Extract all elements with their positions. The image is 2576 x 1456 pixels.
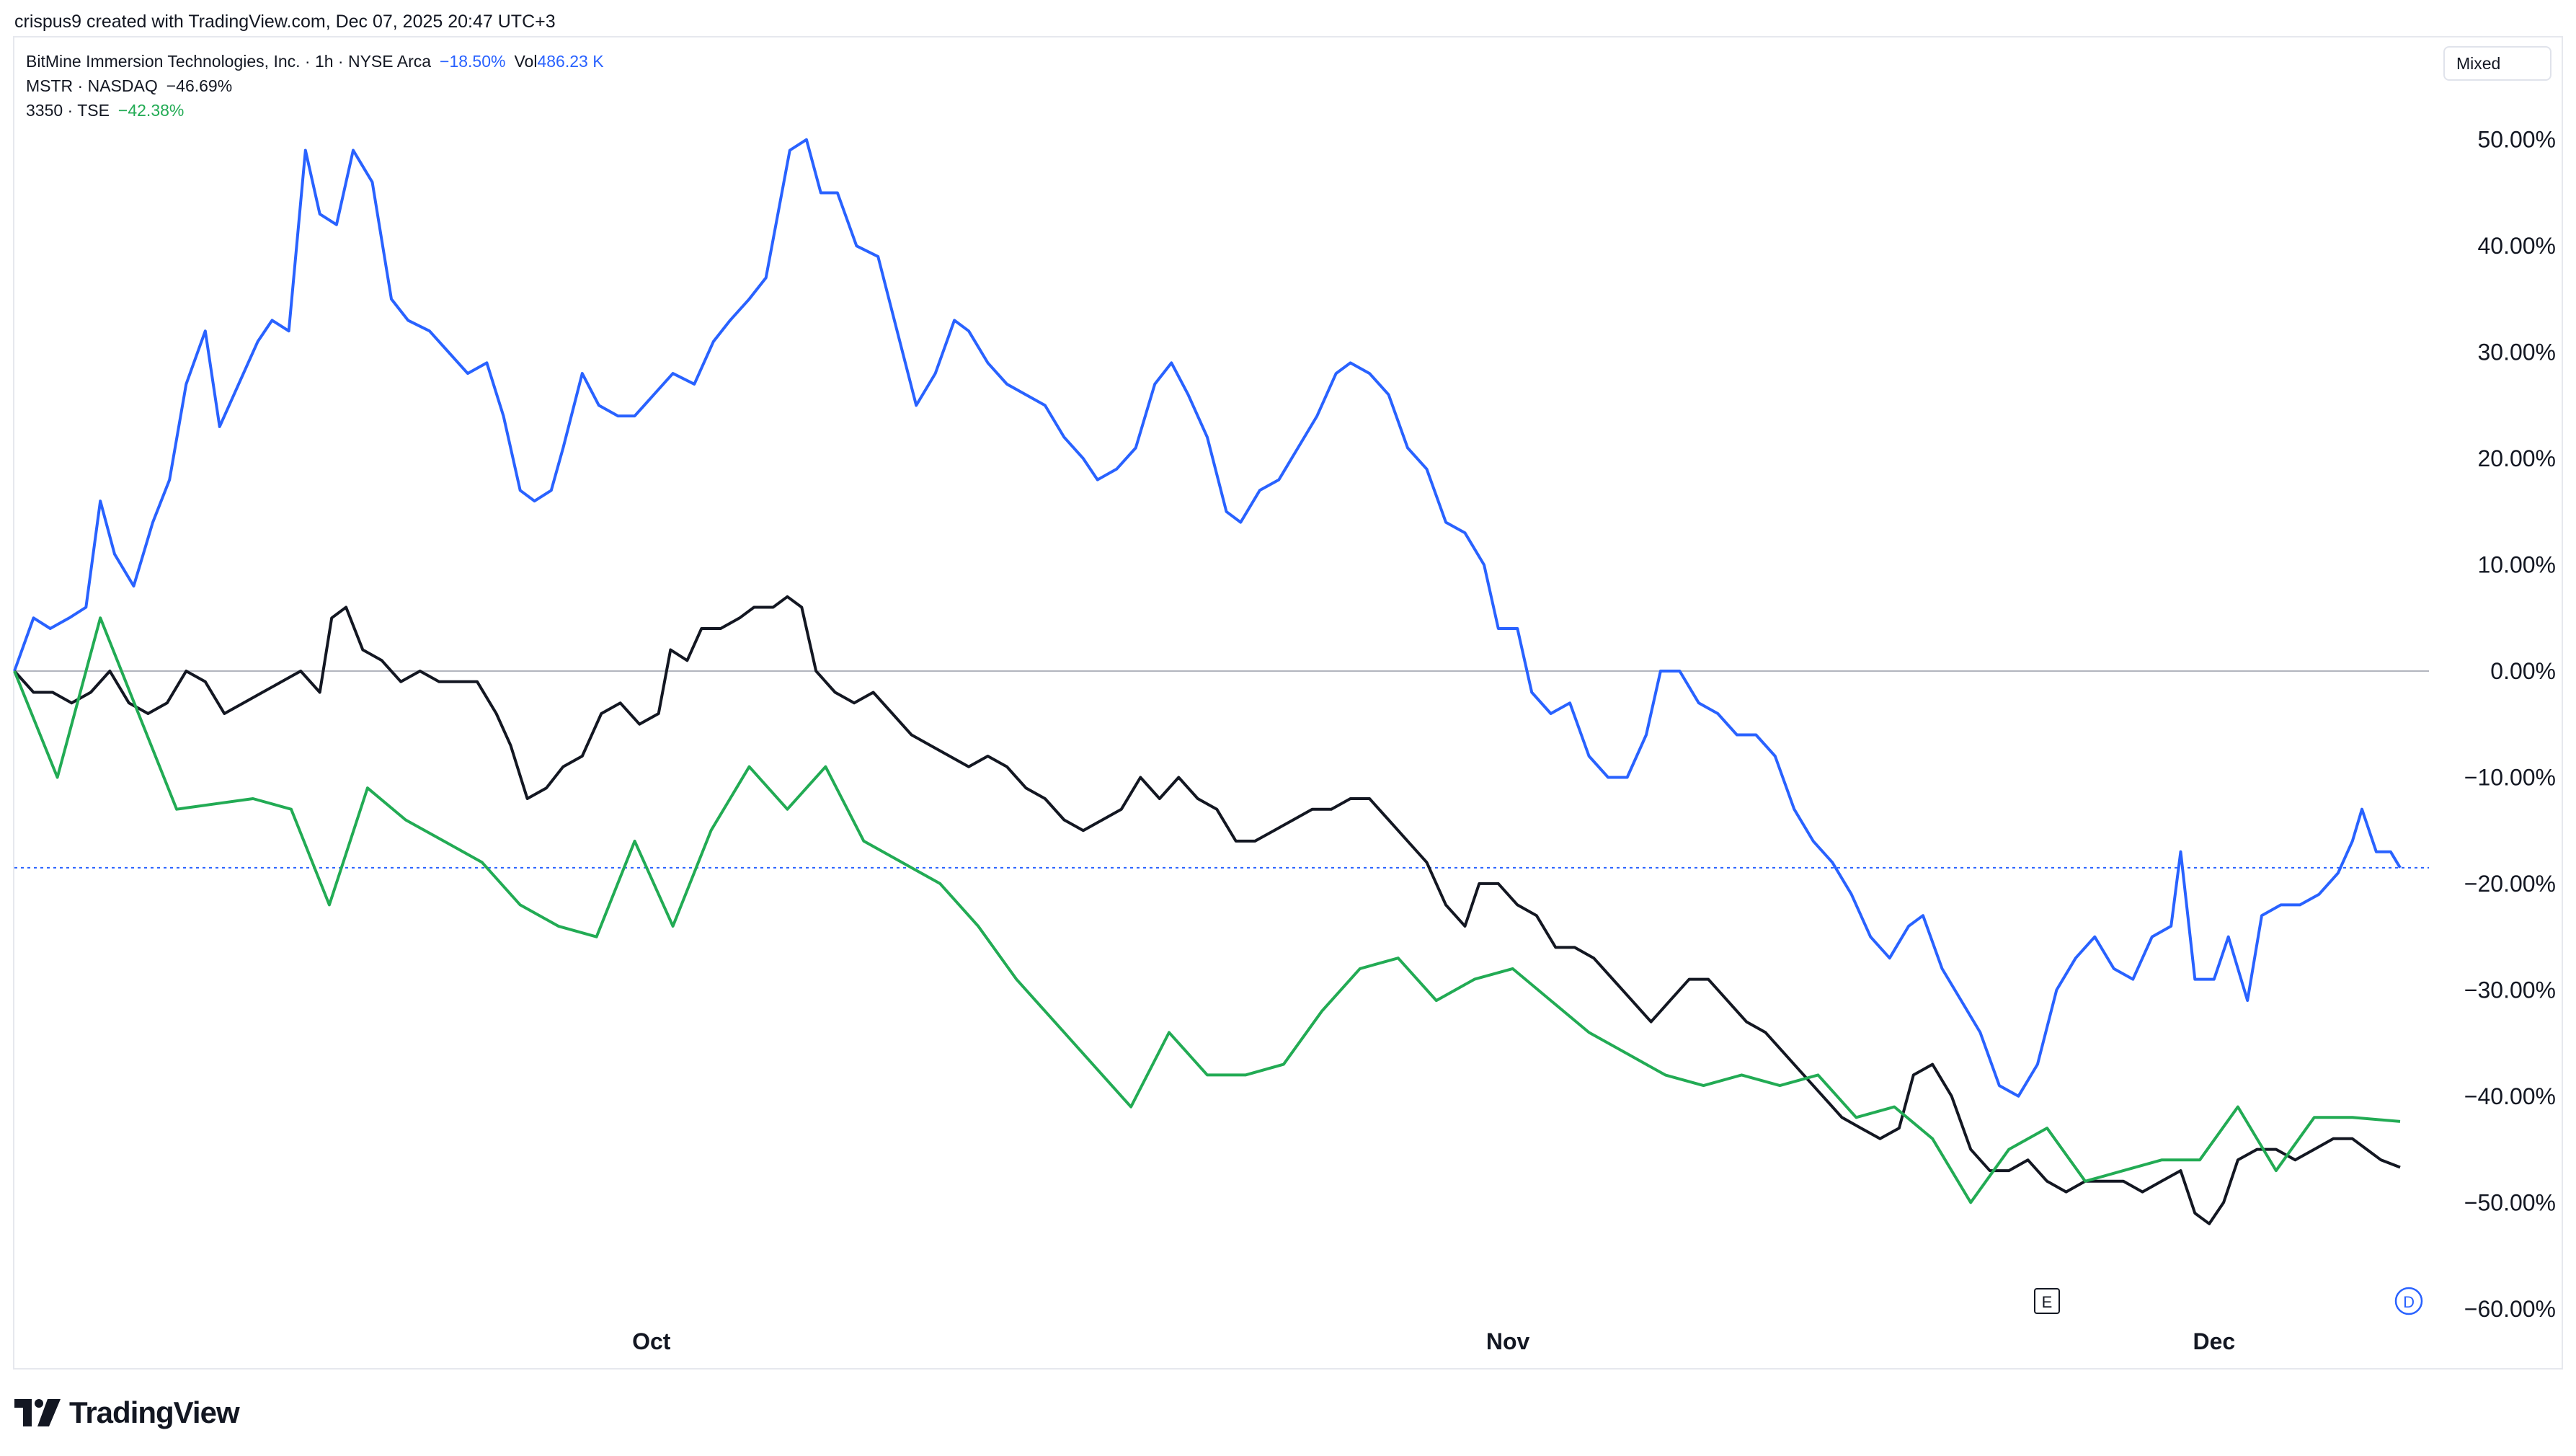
legend-change: −18.50% [440, 52, 506, 71]
y-tick-label: 40.00% [2477, 233, 2556, 259]
legend-change: −42.38% [117, 101, 185, 120]
x-tick-label: Nov [1486, 1328, 1530, 1354]
legend-change: −46.69% [166, 76, 233, 95]
volume-value: 486.23 K [537, 52, 604, 71]
y-tick-label: −50.00% [2464, 1189, 2556, 1215]
y-tick-label: 0.00% [2490, 658, 2556, 684]
y-tick-label: −40.00% [2464, 1083, 2556, 1109]
earnings-marker[interactable]: E [2034, 1288, 2060, 1314]
y-tick-label: −60.00% [2464, 1296, 2556, 1322]
dividend-marker[interactable]: D [2394, 1287, 2423, 1315]
earnings-marker-label: E [2042, 1293, 2053, 1311]
snapshot-caption: crispus9 created with TradingView.com, D… [14, 12, 556, 32]
x-axis: Oct Nov Dec [632, 1328, 2235, 1354]
legend-symbol: 3350 · TSE [26, 101, 110, 120]
y-tick-label: 10.00% [2477, 552, 2556, 578]
series-line-bitmine-immersion-technologies-inc[interactable] [13, 138, 2402, 1098]
legend-row-mstr[interactable]: MSTR · NASDAQ −46.69% [26, 74, 613, 98]
scale-mode-button[interactable]: Mixed [2443, 46, 2551, 81]
chart-panel[interactable] [13, 36, 2563, 1370]
y-tick-label: 50.00% [2477, 127, 2556, 153]
tradingview-logo-text: TradingView [69, 1395, 240, 1429]
legend-row-bmnr[interactable]: BitMine Immersion Technologies, Inc. · 1… [26, 49, 613, 74]
legend-row-3350[interactable]: 3350 · TSE −42.38% [26, 98, 613, 123]
legend: BitMine Immersion Technologies, Inc. · 1… [26, 49, 613, 123]
x-tick-label: Oct [632, 1328, 671, 1354]
y-axis: 50.00% 40.00% 30.00% 20.00% 10.00% 0.00% −10.0… [2464, 127, 2556, 1322]
volume-label: Vol [514, 52, 538, 71]
y-tick-label: −30.00% [2464, 977, 2556, 1003]
y-tick-label: −20.00% [2464, 871, 2556, 897]
legend-symbol: BitMine Immersion Technologies, Inc. · 1… [26, 52, 432, 71]
series-line-mstr-nasdaq[interactable] [13, 595, 2401, 1225]
y-tick-label: 20.00% [2477, 445, 2556, 471]
legend-symbol: MSTR · NASDAQ [26, 76, 158, 95]
dividend-marker-label: D [2403, 1293, 2415, 1311]
tradingview-logo-icon [14, 1399, 61, 1426]
tradingview-logo[interactable]: TradingView [14, 1391, 240, 1434]
x-tick-label: Dec [2193, 1328, 2235, 1354]
series-layer [13, 138, 2402, 1225]
y-tick-label: −10.00% [2464, 764, 2556, 790]
series-line-3350-tse[interactable] [13, 616, 2401, 1204]
y-tick-label: 30.00% [2477, 339, 2556, 365]
